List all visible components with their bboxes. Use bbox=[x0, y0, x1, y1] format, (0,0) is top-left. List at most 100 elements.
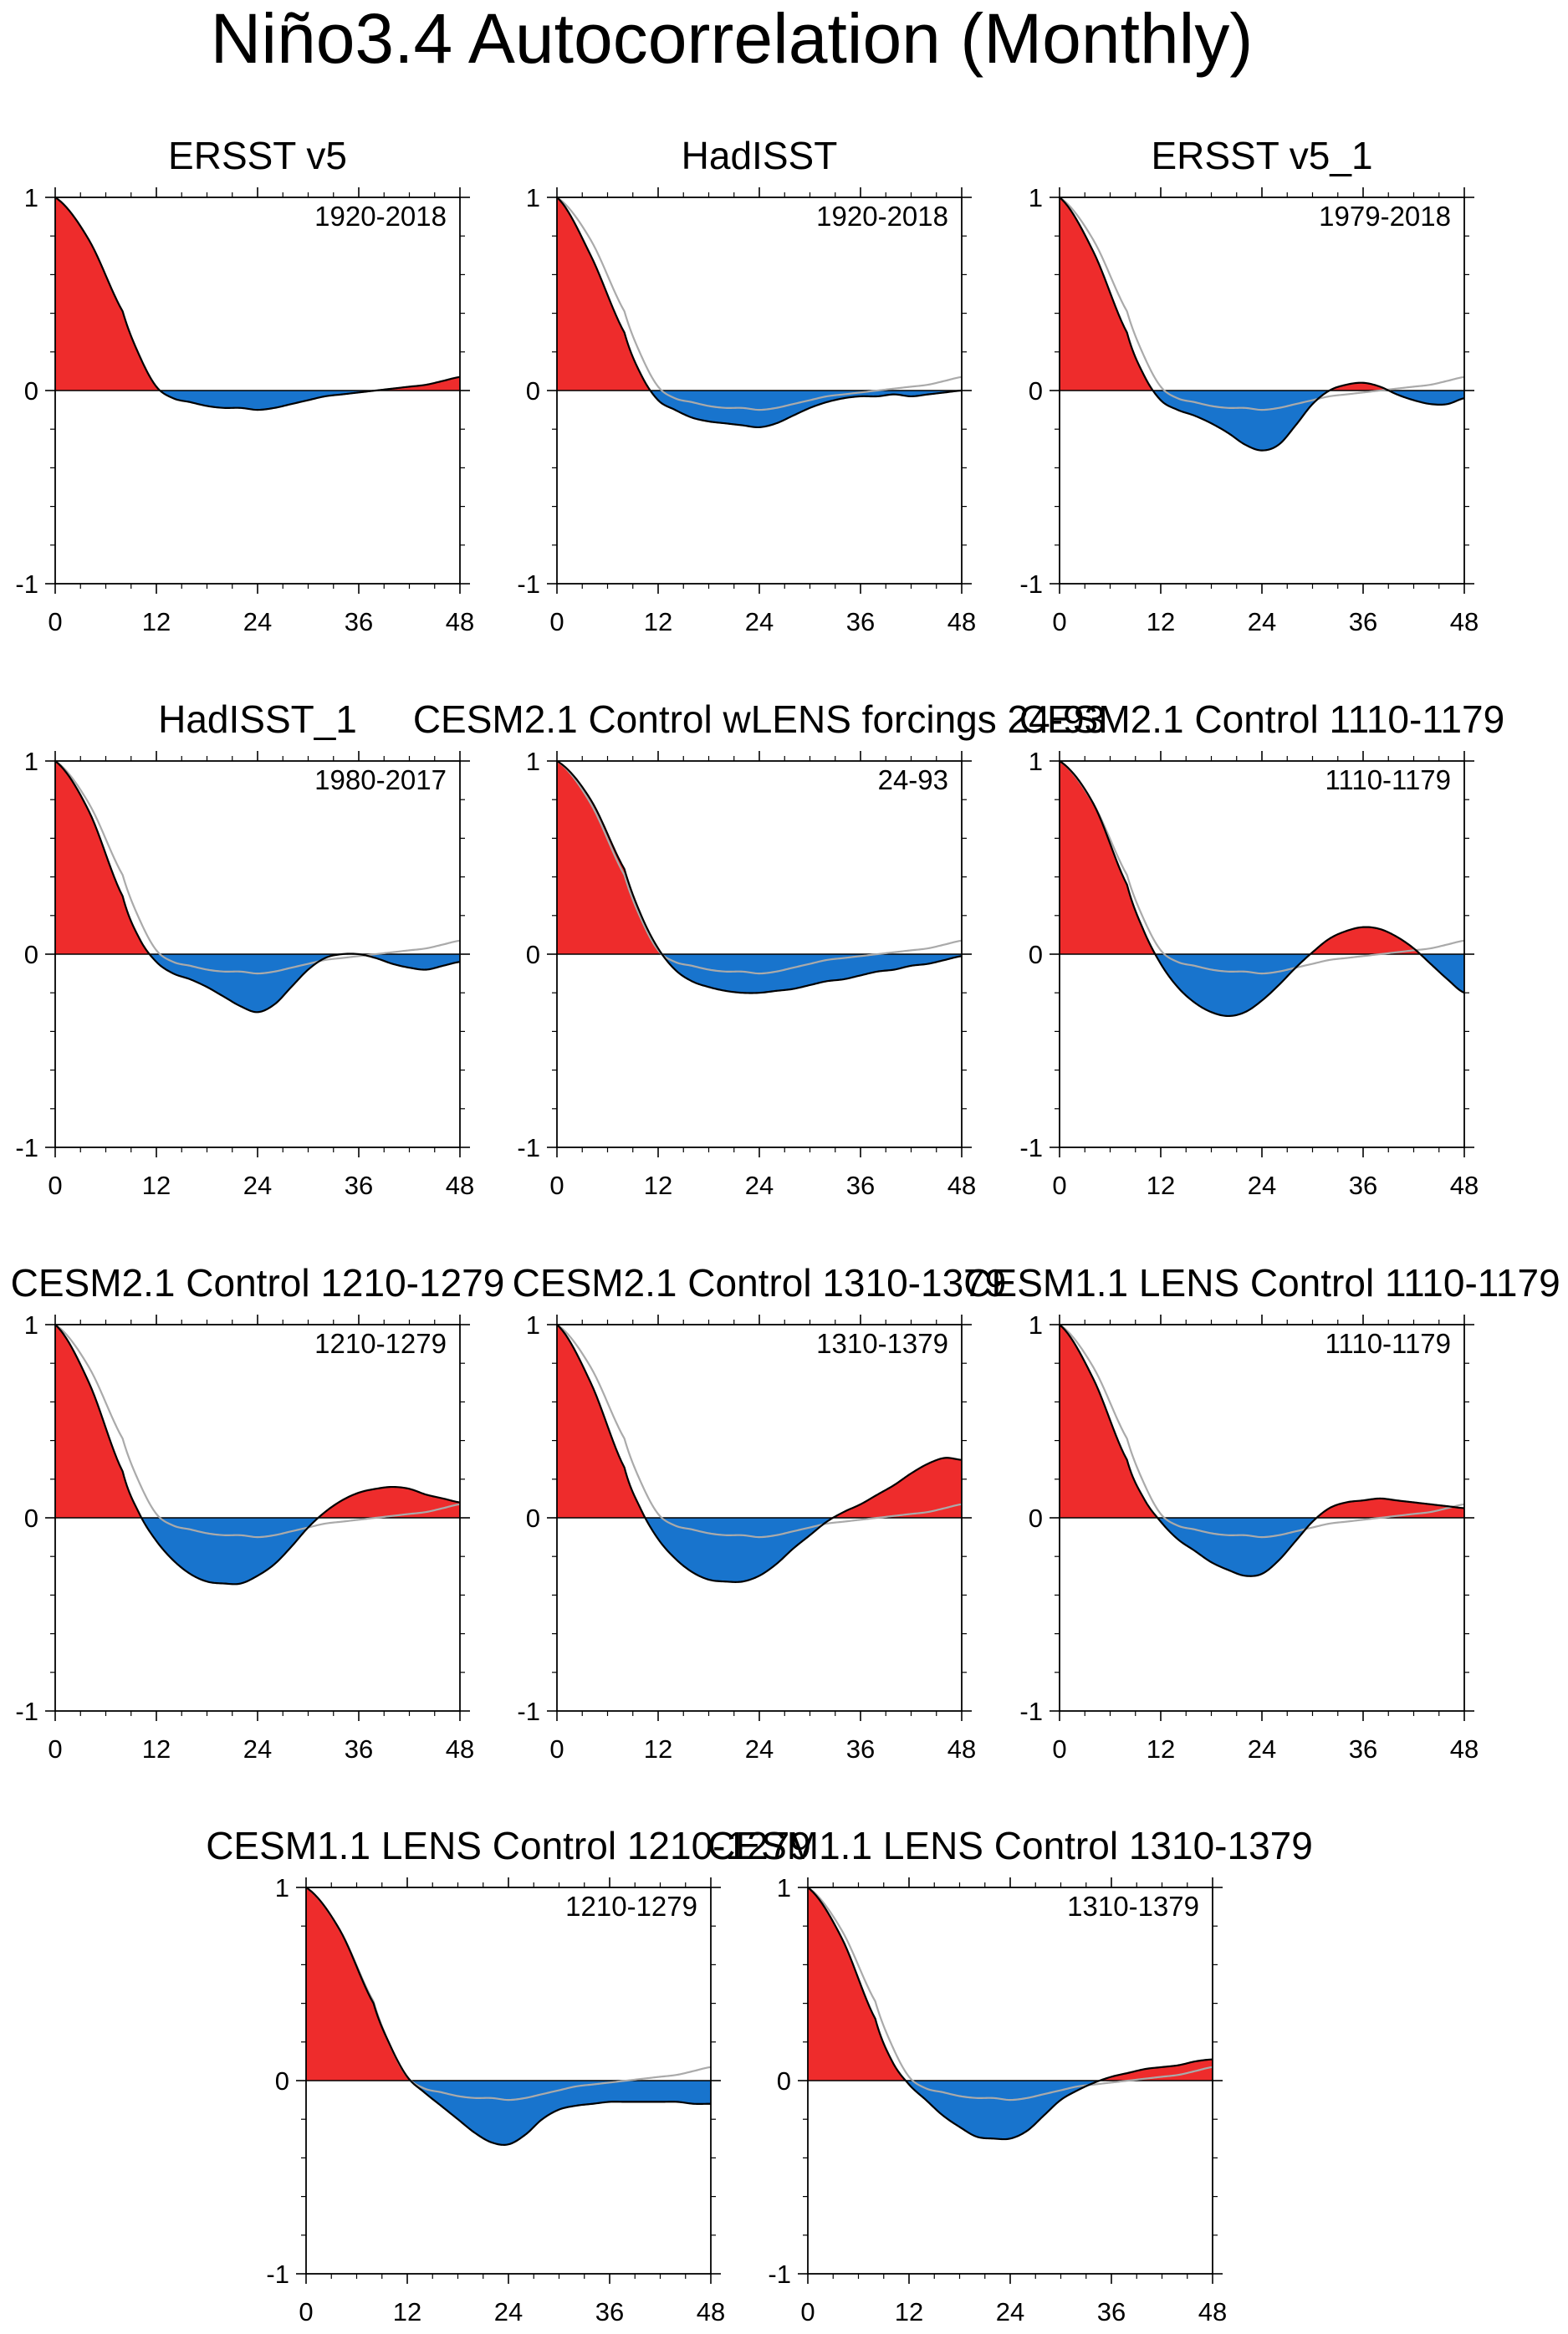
x-tick-label: 36 bbox=[846, 1171, 875, 1200]
x-tick-label: 0 bbox=[549, 1171, 564, 1200]
subplot-2: 0 12 24 36 48 -1 0 1 1920-2018 HadISST bbox=[517, 134, 976, 636]
positive-area bbox=[1060, 197, 1464, 391]
y-tick-label: 1 bbox=[1029, 1310, 1043, 1340]
positive-area bbox=[557, 761, 962, 954]
x-tick-label: 36 bbox=[345, 1171, 373, 1200]
x-tick-label: 36 bbox=[345, 607, 373, 636]
x-tick-label: 24 bbox=[996, 2297, 1024, 2326]
y-tick-label: 1 bbox=[24, 1310, 38, 1340]
y-tick-label: 0 bbox=[24, 376, 38, 406]
positive-area bbox=[557, 1325, 962, 1518]
reference-curve bbox=[1059, 197, 1465, 411]
subplot-8: 0 12 24 36 48 -1 0 1 1310-1379 CESM2.1 Control 13… bbox=[513, 1261, 1007, 1764]
period-label: 1210-1279 bbox=[314, 1328, 447, 1359]
negative-area bbox=[55, 391, 460, 411]
y-tick-label: 0 bbox=[526, 1504, 540, 1533]
subplot-1: 0 12 24 36 48 -1 0 1 1920-2018 ERSST v5 bbox=[15, 134, 474, 636]
x-tick-label: 0 bbox=[1052, 607, 1066, 636]
y-tick-label: 1 bbox=[24, 747, 38, 776]
x-tick-label: 48 bbox=[446, 607, 474, 636]
negative-area bbox=[1060, 1518, 1464, 1576]
x-tick-label: 0 bbox=[800, 2297, 815, 2326]
x-tick-label: 12 bbox=[142, 1734, 171, 1764]
subplot-title: HadISST_1 bbox=[158, 697, 357, 741]
x-tick-label: 24 bbox=[243, 1171, 272, 1200]
reference-curve bbox=[556, 197, 963, 411]
subplot-4: 0 12 24 36 48 -1 0 1 1980-2017 HadISST_1 bbox=[15, 697, 474, 1200]
x-tick-label: 36 bbox=[595, 2297, 624, 2326]
autocorrelation-curve bbox=[1059, 197, 1465, 452]
subplot-title: CESM2.1 Control 1210-1279 bbox=[11, 1261, 505, 1305]
autocorrelation-curve bbox=[54, 197, 461, 411]
x-tick-label: 36 bbox=[1349, 1171, 1377, 1200]
negative-area bbox=[1060, 391, 1464, 451]
positive-area bbox=[1060, 1325, 1464, 1518]
period-label: 1110-1179 bbox=[1325, 1328, 1451, 1359]
negative-area bbox=[557, 391, 962, 427]
x-tick-label: 36 bbox=[846, 607, 875, 636]
x-tick-label: 0 bbox=[1052, 1734, 1066, 1764]
x-tick-label: 48 bbox=[947, 1734, 976, 1764]
reference-curve bbox=[556, 760, 963, 975]
y-tick-label: 0 bbox=[526, 376, 540, 406]
autocorrelation-curve bbox=[807, 1887, 1213, 2141]
autocorrelation-curve bbox=[1059, 1324, 1465, 1577]
subplot-title: CESM1.1 LENS Control 1310-1379 bbox=[707, 1824, 1313, 1867]
figure-title: Niño3.4 Autocorrelation (Monthly) bbox=[210, 0, 1254, 78]
y-tick-label: -1 bbox=[1019, 1697, 1043, 1726]
subplot-title: HadISST bbox=[682, 134, 838, 177]
positive-area bbox=[306, 1887, 711, 2081]
x-tick-label: 12 bbox=[393, 2297, 421, 2326]
y-tick-label: 1 bbox=[777, 1873, 791, 1902]
y-tick-label: -1 bbox=[1019, 569, 1043, 599]
period-label: 1920-2018 bbox=[314, 201, 447, 232]
x-tick-label: 36 bbox=[1349, 1734, 1377, 1764]
subplot-7: 0 12 24 36 48 -1 0 1 1210-1279 CESM2.1 Control 12… bbox=[11, 1261, 505, 1764]
y-tick-label: -1 bbox=[1019, 1133, 1043, 1162]
y-tick-label: 0 bbox=[24, 1504, 38, 1533]
x-tick-label: 12 bbox=[644, 607, 672, 636]
positive-area bbox=[55, 761, 460, 954]
x-tick-label: 48 bbox=[947, 1171, 976, 1200]
x-tick-label: 12 bbox=[1147, 1171, 1175, 1200]
y-tick-label: 1 bbox=[1029, 747, 1043, 776]
y-tick-label: -1 bbox=[15, 1697, 38, 1726]
autocorrelation-curve bbox=[1059, 760, 1465, 1018]
y-tick-label: 0 bbox=[777, 2066, 791, 2096]
y-tick-label: 1 bbox=[1029, 183, 1043, 212]
x-tick-label: 0 bbox=[549, 1734, 564, 1764]
y-tick-label: 1 bbox=[526, 183, 540, 212]
subplot-title: CESM2.1 Control wLENS forcings 24-93 bbox=[413, 697, 1106, 741]
x-tick-label: 48 bbox=[1450, 1171, 1479, 1200]
positive-area bbox=[55, 1325, 460, 1518]
period-label: 1210-1279 bbox=[565, 1891, 697, 1922]
y-tick-label: 1 bbox=[24, 183, 38, 212]
x-tick-label: 12 bbox=[644, 1734, 672, 1764]
reference-curve bbox=[807, 1887, 1213, 2102]
x-tick-label: 0 bbox=[48, 1734, 62, 1764]
x-tick-label: 12 bbox=[1147, 607, 1175, 636]
period-label: 1310-1379 bbox=[816, 1328, 948, 1359]
positive-area bbox=[1060, 761, 1464, 954]
reference-curve bbox=[1059, 1324, 1465, 1539]
y-tick-label: -1 bbox=[517, 1133, 540, 1162]
x-tick-label: 48 bbox=[697, 2297, 725, 2326]
y-tick-label: 0 bbox=[1029, 376, 1043, 406]
negative-area bbox=[55, 1518, 460, 1585]
y-tick-label: -1 bbox=[266, 2260, 289, 2289]
y-tick-label: 1 bbox=[526, 747, 540, 776]
autocorrelation-curve bbox=[305, 1887, 712, 2146]
y-tick-label: -1 bbox=[517, 569, 540, 599]
period-label: 1920-2018 bbox=[816, 201, 948, 232]
x-tick-label: 0 bbox=[299, 2297, 313, 2326]
autocorrelation-curve bbox=[54, 760, 461, 1014]
y-tick-label: -1 bbox=[15, 569, 38, 599]
subplot-10: 0 12 24 36 48 -1 0 1 1210-1279 CESM1.1 LENS Contr… bbox=[206, 1824, 811, 2326]
negative-area bbox=[557, 1518, 962, 1582]
positive-area bbox=[808, 1887, 1213, 2081]
subplot-title: ERSST v5_1 bbox=[1151, 134, 1372, 177]
x-tick-label: 0 bbox=[549, 607, 564, 636]
reference-curve bbox=[54, 1324, 461, 1539]
period-label: 1310-1379 bbox=[1067, 1891, 1199, 1922]
x-tick-label: 0 bbox=[48, 1171, 62, 1200]
